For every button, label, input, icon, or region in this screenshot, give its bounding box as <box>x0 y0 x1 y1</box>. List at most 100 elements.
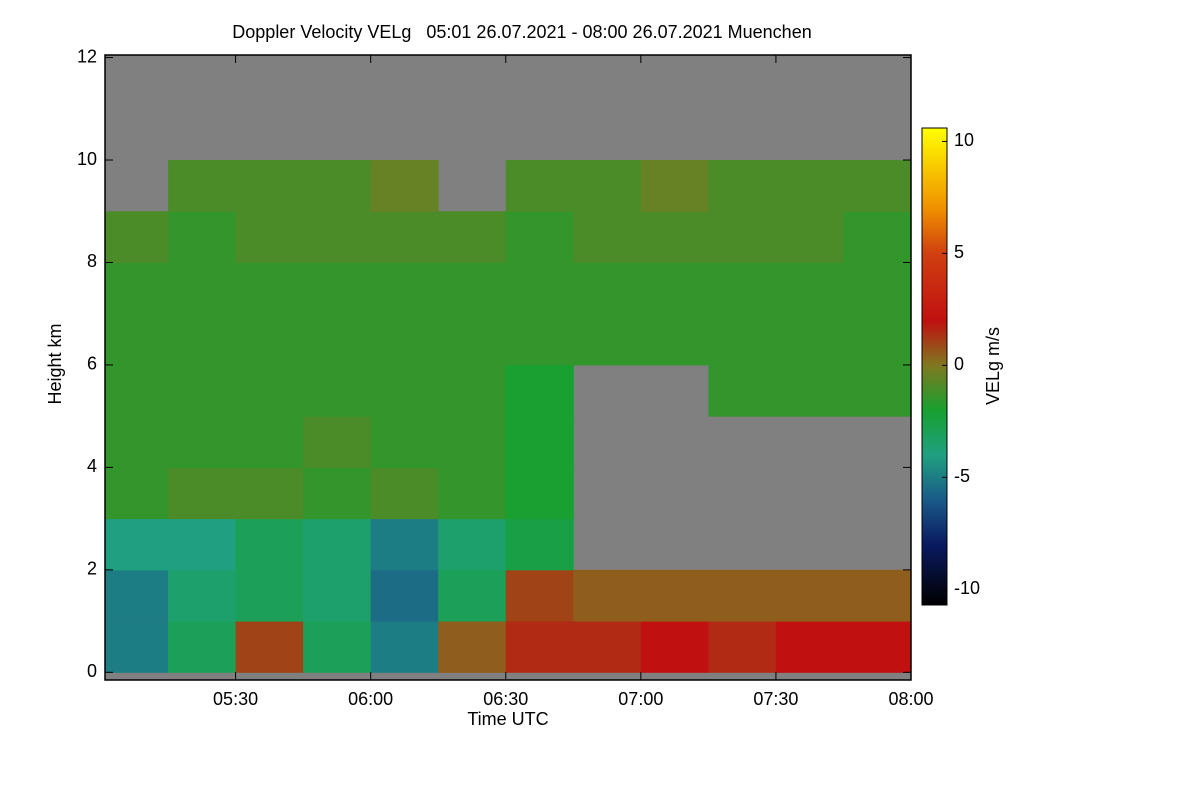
heat-cell <box>573 313 642 366</box>
heat-cell <box>303 364 372 417</box>
heat-cell <box>775 364 844 417</box>
colorbar <box>921 127 948 606</box>
heat-cell <box>370 467 439 520</box>
heat-cell <box>708 621 777 673</box>
heat-cell <box>505 364 574 417</box>
heat-cell <box>303 160 372 212</box>
heat-cell <box>168 211 237 263</box>
heat-cell <box>573 569 642 622</box>
heat-cell <box>640 262 709 315</box>
heat-cell <box>105 364 169 417</box>
heat-cell <box>708 211 777 263</box>
heat-cell <box>775 621 844 673</box>
heat-cell <box>168 621 237 673</box>
heat-cell <box>843 160 912 212</box>
heat-cell <box>168 569 237 622</box>
heat-cell <box>235 621 304 673</box>
x-tick-label: 06:30 <box>483 689 528 709</box>
y-tick-label: 8 <box>87 251 97 271</box>
heat-cell <box>370 160 439 212</box>
x-tick-label: 05:30 <box>213 689 258 709</box>
colorbar-tick-label: 10 <box>954 130 974 150</box>
heat-cell <box>168 160 237 212</box>
heat-cell <box>235 364 304 417</box>
heat-cell <box>303 518 372 571</box>
heat-cell <box>303 416 372 468</box>
x-axis-label: Time UTC <box>467 709 548 729</box>
heat-cell <box>505 467 574 520</box>
y-axis-label: Height km <box>45 323 65 404</box>
heat-cell <box>370 364 439 417</box>
heat-cell <box>843 211 912 263</box>
heat-cell <box>775 313 844 366</box>
heat-cell <box>505 313 574 366</box>
heat-cell <box>573 262 642 315</box>
heat-cell <box>505 518 574 571</box>
heat-cell <box>708 313 777 366</box>
heat-cell <box>168 518 237 571</box>
heat-cell <box>105 416 169 468</box>
colorbar-tick-label: 0 <box>954 354 964 374</box>
y-tick-label: 12 <box>77 46 97 66</box>
heat-cell <box>235 313 304 366</box>
heat-cell <box>573 160 642 212</box>
heat-cell <box>505 569 574 622</box>
heat-cell <box>640 621 709 673</box>
heat-cell <box>370 211 439 263</box>
heat-cell <box>708 160 777 212</box>
colorbar-tick-label: 5 <box>954 242 964 262</box>
colorbar-label: VELg m/s <box>983 327 1003 405</box>
heat-cell <box>235 467 304 520</box>
heat-cell <box>640 211 709 263</box>
heat-cell <box>438 518 507 571</box>
heat-cell <box>573 621 642 673</box>
heat-cell <box>505 160 574 212</box>
heat-cell <box>303 262 372 315</box>
heat-cell <box>303 211 372 263</box>
heat-cell <box>370 621 439 673</box>
heat-cell <box>303 467 372 520</box>
heat-cell <box>370 313 439 366</box>
heat-cell <box>235 569 304 622</box>
heat-cell <box>843 621 912 673</box>
heat-cell <box>505 211 574 263</box>
chart-title: Doppler Velocity VELg 05:01 26.07.2021 -… <box>232 22 811 42</box>
heat-cell <box>573 211 642 263</box>
heat-cell <box>235 416 304 468</box>
heat-cell <box>843 364 912 417</box>
heat-cell <box>843 569 912 622</box>
heat-cell <box>708 262 777 315</box>
y-tick-label: 2 <box>87 559 97 579</box>
y-tick-label: 4 <box>87 456 97 476</box>
heat-cell <box>438 313 507 366</box>
heat-cell <box>105 262 169 315</box>
heat-cell <box>640 160 709 212</box>
heat-cell <box>505 416 574 468</box>
heat-cell <box>105 621 169 673</box>
x-tick-label: 06:00 <box>348 689 393 709</box>
heat-cell <box>370 262 439 315</box>
heat-cell <box>640 313 709 366</box>
heat-cell <box>843 313 912 366</box>
heat-cell <box>168 313 237 366</box>
y-tick-label: 0 <box>87 661 97 681</box>
x-tick-label: 07:30 <box>753 689 798 709</box>
plot-frame <box>104 54 912 681</box>
heat-cell <box>105 467 169 520</box>
colorbar-tick-label: -10 <box>954 578 980 598</box>
x-tick-label: 08:00 <box>888 689 933 709</box>
colorbar-tick-label: -5 <box>954 466 970 486</box>
heat-cell <box>168 467 237 520</box>
heat-cell <box>370 518 439 571</box>
heat-cell <box>438 621 507 673</box>
heat-cell <box>235 160 304 212</box>
heat-cell <box>505 262 574 315</box>
heat-cell <box>370 569 439 622</box>
heat-cell <box>438 467 507 520</box>
heat-cell <box>640 569 709 622</box>
heat-cell <box>370 416 439 468</box>
heat-cell <box>168 364 237 417</box>
heat-cell <box>775 569 844 622</box>
